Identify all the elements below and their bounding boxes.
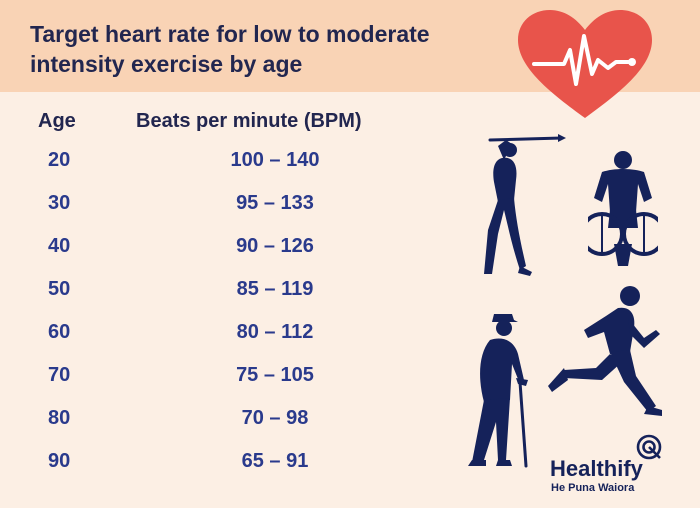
bpm-range: 70 – 98 [241, 407, 309, 429]
healthify-logo-icon [636, 434, 662, 460]
table-row: 80 70 – 98 [0, 401, 460, 444]
bpm-range: 75 – 105 [236, 364, 314, 386]
bpm-range: 80 – 112 [236, 321, 314, 343]
elderly-walker-icon [468, 314, 528, 468]
page-title: Target heart rate for low to moderate in… [30, 21, 430, 77]
age-value: 70 [48, 364, 71, 386]
logo-tagline: He Puna Waiora [551, 482, 635, 494]
age-value: 50 [48, 278, 71, 300]
wheelchair-athlete-icon [588, 151, 658, 266]
age-value: 80 [48, 407, 71, 429]
age-column-header: Age [38, 110, 76, 132]
age-value: 60 [48, 321, 71, 343]
table-row: 20 100 – 140 [0, 143, 460, 186]
heart-rate-table: 20 100 – 140 30 95 – 133 40 90 – 126 50 … [0, 143, 460, 487]
bpm-range: 90 – 126 [236, 235, 314, 257]
golfer-icon [484, 134, 566, 276]
heart-pulse-icon [518, 10, 652, 118]
table-row: 50 85 – 119 [0, 272, 460, 315]
table-row: 90 65 – 91 [0, 444, 460, 487]
logo-brand-name: Healthify [550, 456, 643, 481]
table-row: 40 90 – 126 [0, 229, 460, 272]
bpm-range: 100 – 140 [230, 149, 320, 171]
healthify-logo: Healthify He Puna Waiora [550, 434, 670, 494]
bpm-range: 95 – 133 [236, 192, 314, 214]
bpm-column-header: Beats per minute (BPM) [136, 110, 362, 132]
bpm-range: 65 – 91 [241, 450, 309, 472]
age-value: 30 [48, 192, 71, 214]
runner-icon [548, 286, 662, 416]
age-value: 20 [48, 149, 71, 171]
age-value: 40 [48, 235, 71, 257]
bpm-range: 85 – 119 [236, 278, 314, 300]
table-row: 70 75 – 105 [0, 358, 460, 401]
table-row: 60 80 – 112 [0, 315, 460, 358]
table-row: 30 95 – 133 [0, 186, 460, 229]
age-value: 90 [48, 450, 71, 472]
